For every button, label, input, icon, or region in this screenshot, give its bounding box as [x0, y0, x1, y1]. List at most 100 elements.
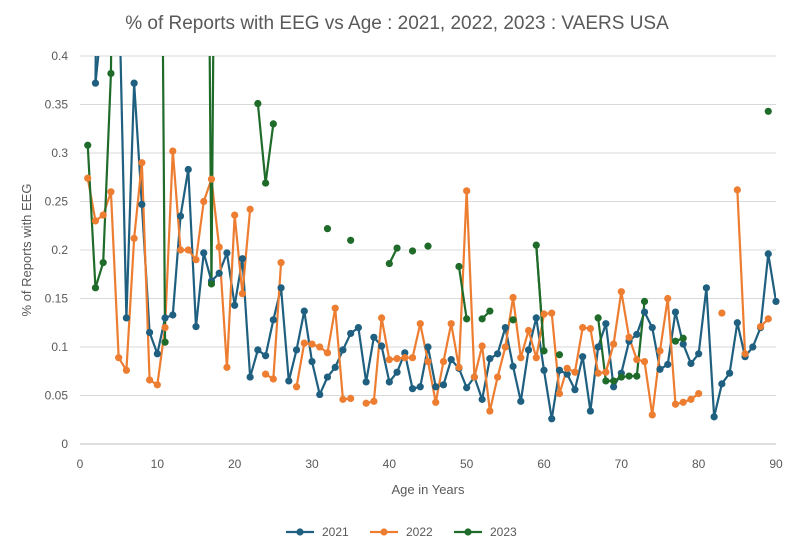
series-2022-point: [524, 326, 533, 335]
series-2021-point: [749, 343, 757, 351]
series-2021-point: [231, 301, 239, 309]
series-2022-point: [733, 186, 741, 194]
series-2021-segment: [597, 322, 607, 349]
series-2023-point: [679, 334, 687, 342]
series-2021-point: [447, 356, 455, 364]
series-2021-segment: [767, 252, 776, 303]
series-2022-point: [223, 363, 231, 371]
x-tick-label: 70: [615, 457, 629, 471]
series-2022-point: [741, 350, 749, 358]
series-2022-point: [756, 323, 765, 331]
series-2021-segment: [620, 340, 631, 375]
series-2023-point: [455, 262, 463, 271]
series-2022-point: [664, 294, 672, 303]
series-2021-point: [347, 329, 355, 338]
series-2022-point: [594, 369, 602, 377]
x-tick-label: 0: [77, 457, 84, 471]
series-2021-point: [555, 366, 564, 374]
series-2022-point: [501, 343, 509, 351]
series-2022-point: [362, 399, 370, 407]
series-2022-point: [447, 320, 455, 328]
series-2022-point: [192, 256, 200, 264]
series-2023-point: [393, 244, 401, 252]
series-2021-point: [424, 343, 432, 351]
series-2021-point: [633, 330, 641, 338]
series-2022-point: [718, 309, 726, 317]
series-2022-point: [215, 243, 223, 251]
series-2022-segment: [527, 329, 538, 359]
series-2021-point: [184, 165, 192, 174]
series-2023-point: [617, 373, 625, 381]
series-2021-point: [323, 373, 332, 381]
series-2022-point: [385, 356, 393, 364]
series-2022-point: [176, 246, 185, 254]
series-2023-point: [385, 259, 393, 268]
series-2021-segment: [365, 336, 375, 384]
series-2022-segment: [651, 349, 662, 416]
series-2023-point: [540, 347, 548, 355]
series-2021-segment: [519, 348, 530, 403]
series-2022-segment: [481, 344, 491, 413]
series-2021-point: [223, 249, 231, 257]
series-2021-segment: [264, 318, 275, 357]
series-2021-point: [269, 316, 277, 324]
series-2022-point: [107, 188, 115, 196]
series-2022-point: [146, 376, 154, 384]
series-2022-point: [509, 293, 517, 302]
series-2023-point: [555, 351, 564, 359]
x-tick-label: 50: [460, 457, 474, 471]
series-2022-point: [695, 389, 703, 398]
x-tick-label: 40: [383, 457, 397, 471]
series-2022-point: [633, 356, 641, 364]
series-2023-segment: [102, 72, 113, 264]
series-2023-segment: [457, 265, 468, 320]
series-2022-point: [548, 309, 556, 317]
series-2021-point: [772, 297, 780, 306]
series-2021-point: [532, 314, 540, 322]
series-2021-point: [91, 79, 100, 87]
series-2021-point: [285, 377, 293, 385]
series-2023-point: [633, 372, 641, 380]
series-2022-point: [184, 246, 192, 254]
series-2022-point: [555, 389, 564, 398]
series-2023-offscale-segment: [161, 56, 167, 343]
y-axis-ticks: 0 0.05 0.1 0.15 0.2 0.25 0.3 0.35 0.4: [45, 49, 69, 451]
series-2022-segment: [125, 237, 136, 372]
series-2022-segment: [465, 189, 476, 379]
series-2022-point: [571, 368, 579, 376]
series-2022-point: [602, 368, 610, 376]
series-2023-point: [478, 315, 486, 323]
series-2021-segment: [156, 316, 167, 355]
series-2022-point: [262, 370, 270, 378]
series-2021-point: [733, 319, 741, 327]
series-2023-point: [99, 259, 107, 267]
series-2021-point: [254, 346, 262, 354]
series-2021-point: [640, 308, 649, 316]
series-2022-point: [579, 324, 587, 332]
series-2021-point: [385, 378, 393, 386]
series-2022-point: [331, 304, 339, 312]
series-2021-point: [308, 357, 316, 366]
series-2023-point: [207, 280, 216, 288]
series-2022-segment: [434, 360, 445, 404]
series-2021-segment: [511, 365, 522, 403]
series-2022-segment: [442, 322, 453, 363]
series-2021-segment: [125, 82, 136, 319]
series-2021-segment: [496, 326, 507, 355]
series-2022-segment: [736, 188, 747, 355]
y-tick-label: 0.25: [45, 195, 69, 209]
series-2022-segment: [163, 149, 174, 329]
series-2021-point: [176, 212, 185, 220]
series-2023-point: [347, 236, 355, 244]
series-2022-segment: [241, 208, 252, 295]
series-2021-segment: [94, 56, 100, 85]
series-2022-segment: [658, 297, 669, 352]
series-2023-segment: [86, 144, 97, 289]
series-2022-segment: [519, 329, 530, 359]
y-tick-label: 0: [61, 437, 68, 451]
series-2023-point: [463, 315, 471, 323]
y-tick-label: 0.4: [51, 49, 68, 63]
series-2021-point: [664, 360, 672, 369]
legend: 2021 2022 2023: [286, 525, 517, 539]
series-2021-segment: [705, 286, 716, 418]
